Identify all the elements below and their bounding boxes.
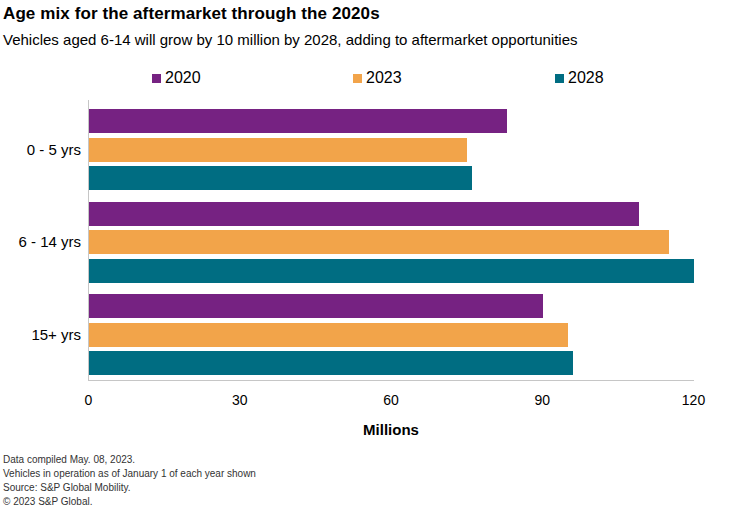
bar-2020-15plus-yrs: [89, 294, 543, 318]
legend-item-2028: 2028: [555, 69, 604, 87]
footer-line-1: Data compiled May. 08, 2023.: [3, 453, 256, 467]
bar-2020-6-14-yrs: [89, 202, 639, 226]
x-axis-label: Millions: [88, 421, 694, 438]
x-tick-90: 90: [520, 392, 564, 408]
footer-line-2: Vehicles in operation as of January 1 of…: [3, 467, 256, 481]
chart-title: Age mix for the aftermarket through the …: [3, 4, 380, 24]
bar-2028-0-5-yrs: [89, 166, 472, 190]
x-tick-120: 120: [672, 392, 716, 408]
legend-swatch-2023: [353, 74, 362, 83]
x-tick-60: 60: [369, 392, 413, 408]
legend: 2020 2023 2028: [0, 69, 750, 89]
bar-2023-6-14-yrs: [89, 230, 669, 254]
bar-2023-15plus-yrs: [89, 323, 568, 347]
plot-area: [88, 100, 694, 381]
legend-swatch-2028: [555, 74, 564, 83]
category-label-0-5-yrs: 0 - 5 yrs: [0, 141, 81, 159]
bar-2028-6-14-yrs: [89, 259, 694, 283]
legend-label: 2028: [568, 69, 604, 87]
x-tick-30: 30: [218, 392, 262, 408]
footer-notes: Data compiled May. 08, 2023.Vehicles in …: [3, 453, 256, 509]
bar-2028-15plus-yrs: [89, 351, 573, 375]
legend-label: 2020: [165, 69, 201, 87]
footer-line-4: © 2023 S&P Global.: [3, 495, 256, 509]
chart-figure: Age mix for the aftermarket through the …: [0, 0, 750, 512]
chart-subtitle: Vehicles aged 6-14 will grow by 10 milli…: [3, 31, 578, 48]
legend-label: 2023: [366, 69, 402, 87]
category-label-15plus-yrs: 15+ yrs: [0, 326, 81, 344]
bar-2020-0-5-yrs: [89, 109, 507, 133]
category-label-6-14-yrs: 6 - 14 yrs: [0, 233, 81, 251]
x-tick-0: 0: [67, 392, 111, 408]
footer-line-3: Source: S&P Global Mobility.: [3, 481, 256, 495]
legend-item-2020: 2020: [152, 69, 201, 87]
legend-swatch-2020: [152, 74, 161, 83]
bar-2023-0-5-yrs: [89, 138, 467, 162]
legend-item-2023: 2023: [353, 69, 402, 87]
